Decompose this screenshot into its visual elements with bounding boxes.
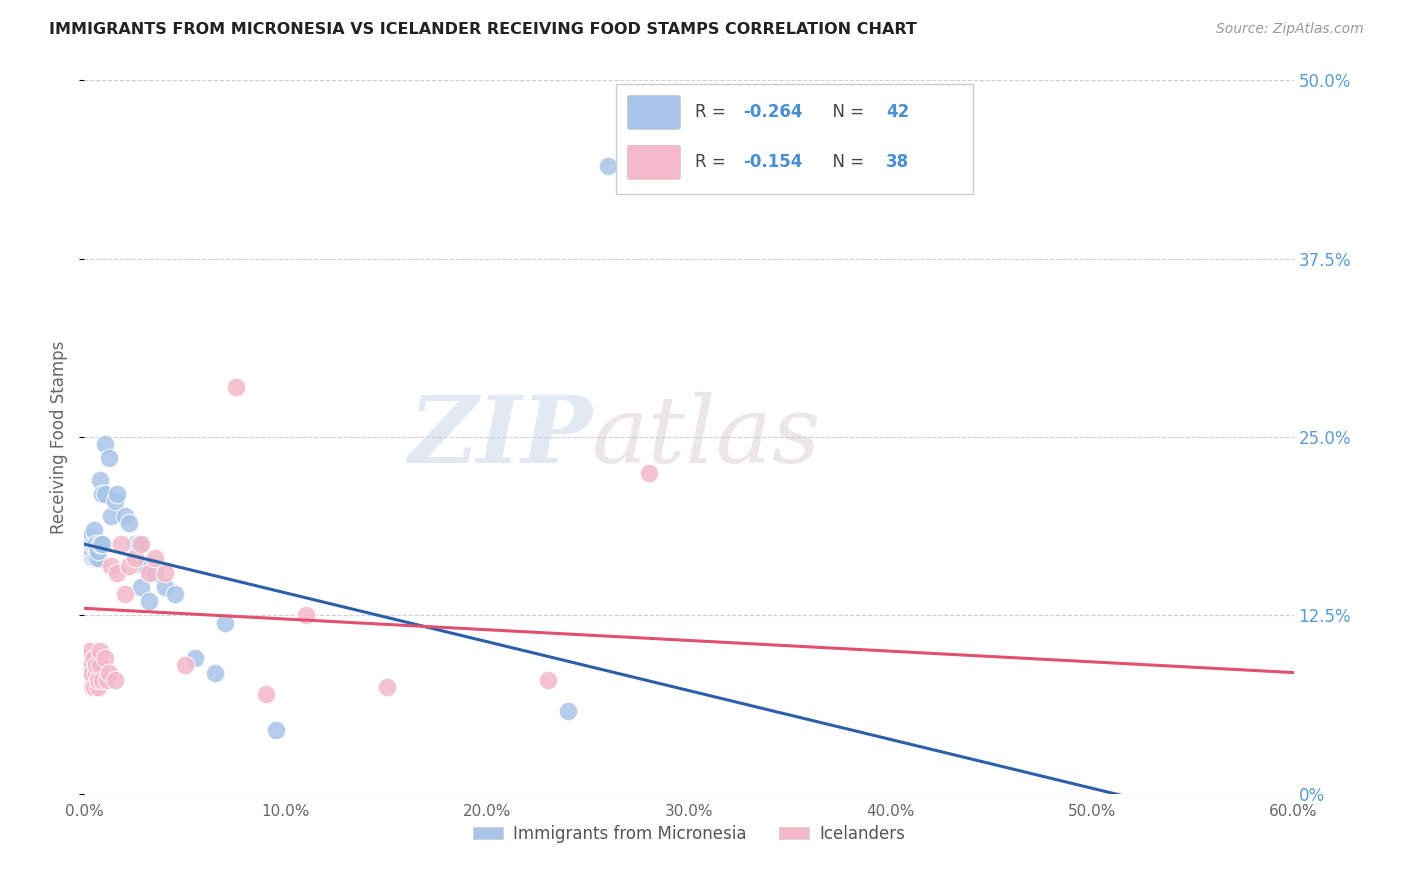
Point	[105, 566, 128, 580]
Point	[86, 551, 108, 566]
Point	[77, 544, 100, 558]
Point	[82, 537, 104, 551]
Text: N =: N =	[823, 153, 869, 171]
Point	[83, 651, 105, 665]
Point	[110, 537, 132, 551]
Point	[91, 487, 114, 501]
Point	[204, 665, 226, 680]
Point	[87, 680, 110, 694]
Point	[93, 437, 115, 451]
Point	[174, 658, 197, 673]
Point	[375, 680, 398, 694]
Text: 38: 38	[886, 153, 910, 171]
Point	[89, 537, 111, 551]
Point	[105, 487, 128, 501]
Point	[153, 580, 176, 594]
Point	[89, 473, 111, 487]
Point	[75, 537, 97, 551]
FancyBboxPatch shape	[627, 95, 681, 129]
Point	[100, 508, 122, 523]
Point	[77, 665, 100, 680]
Point	[77, 658, 100, 673]
Point	[114, 587, 136, 601]
Point	[254, 687, 277, 701]
Point	[104, 494, 127, 508]
Point	[143, 551, 166, 566]
Point	[598, 159, 620, 173]
Text: R =: R =	[695, 153, 731, 171]
Text: -0.154: -0.154	[744, 153, 803, 171]
Point	[134, 558, 156, 573]
Text: ZIP: ZIP	[408, 392, 592, 482]
Point	[77, 530, 100, 544]
Point	[83, 523, 105, 537]
Point	[214, 615, 236, 630]
Point	[79, 544, 101, 558]
Point	[79, 665, 101, 680]
Point	[82, 665, 104, 680]
FancyBboxPatch shape	[627, 145, 681, 179]
Point	[79, 644, 101, 658]
Point	[89, 658, 111, 673]
Text: N =: N =	[823, 103, 869, 121]
Text: atlas: atlas	[592, 392, 821, 482]
Point	[91, 537, 114, 551]
Point	[79, 537, 101, 551]
Point	[97, 451, 120, 466]
Point	[87, 673, 110, 687]
Point	[114, 508, 136, 523]
Point	[93, 651, 115, 665]
Point	[264, 723, 287, 737]
Point	[124, 537, 146, 551]
Point	[79, 530, 101, 544]
Point	[138, 594, 160, 608]
Text: -0.264: -0.264	[744, 103, 803, 121]
Y-axis label: Receiving Food Stamps: Receiving Food Stamps	[51, 341, 69, 533]
Point	[83, 537, 105, 551]
Legend: Immigrants from Micronesia, Icelanders: Immigrants from Micronesia, Icelanders	[465, 819, 912, 850]
Text: 42: 42	[886, 103, 910, 121]
Point	[129, 580, 152, 594]
Point	[637, 466, 659, 480]
Point	[75, 651, 97, 665]
Point	[82, 544, 104, 558]
Point	[87, 544, 110, 558]
Point	[138, 566, 160, 580]
Point	[104, 673, 127, 687]
Point	[87, 551, 110, 566]
Point	[118, 558, 141, 573]
Point	[93, 487, 115, 501]
Point	[184, 651, 207, 665]
Text: R =: R =	[695, 103, 731, 121]
Point	[128, 537, 150, 551]
Point	[86, 537, 108, 551]
Point	[82, 680, 104, 694]
Point	[129, 537, 152, 551]
Point	[295, 608, 318, 623]
Point	[91, 673, 114, 687]
Point	[96, 673, 118, 687]
Point	[86, 658, 108, 673]
Point	[83, 680, 105, 694]
Point	[124, 551, 146, 566]
Point	[100, 558, 122, 573]
Point	[557, 704, 579, 718]
Point	[153, 566, 176, 580]
Text: Source: ZipAtlas.com: Source: ZipAtlas.com	[1216, 22, 1364, 37]
Point	[143, 566, 166, 580]
Point	[97, 665, 120, 680]
Point	[79, 658, 101, 673]
Point	[86, 665, 108, 680]
Point	[82, 551, 104, 566]
FancyBboxPatch shape	[616, 84, 973, 194]
Point	[118, 516, 141, 530]
Point	[83, 551, 105, 566]
Text: IMMIGRANTS FROM MICRONESIA VS ICELANDER RECEIVING FOOD STAMPS CORRELATION CHART: IMMIGRANTS FROM MICRONESIA VS ICELANDER …	[49, 22, 917, 37]
Point	[89, 644, 111, 658]
Point	[225, 380, 247, 394]
Point	[165, 587, 187, 601]
Point	[537, 673, 560, 687]
